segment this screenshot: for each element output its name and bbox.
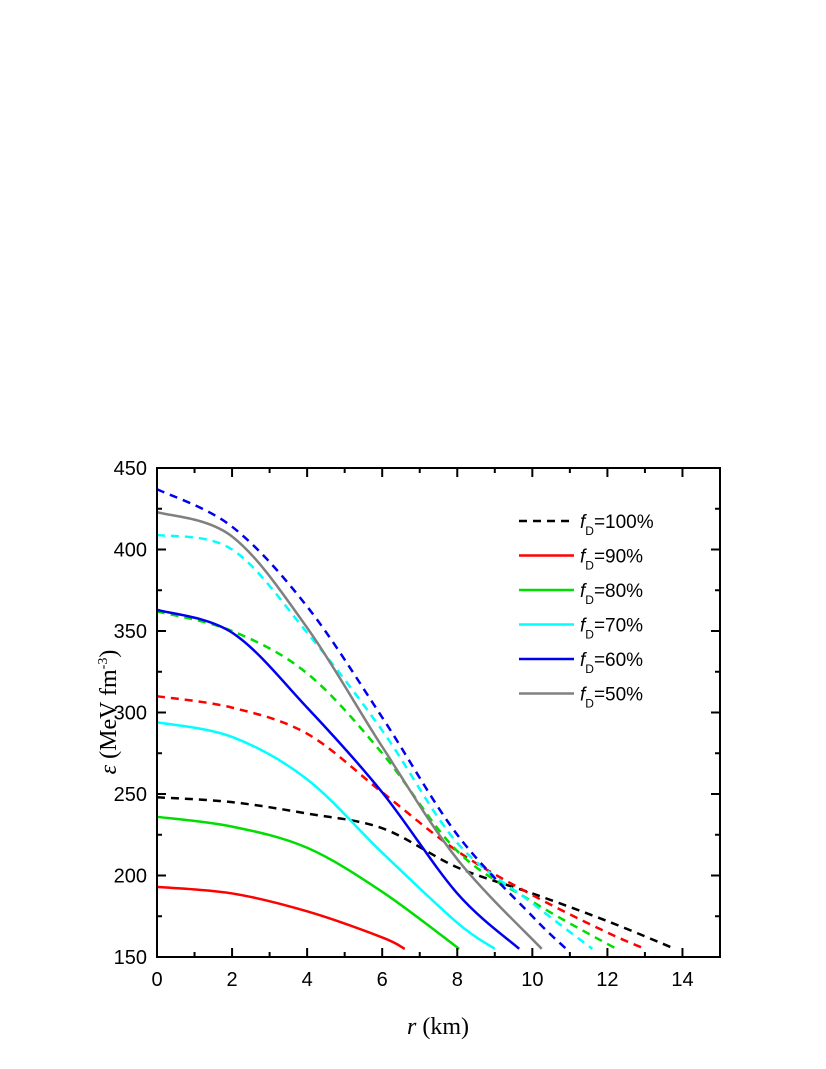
x-tick-label: 12 [596, 969, 618, 991]
y-tick-label: 200 [114, 866, 147, 888]
y-tick-label: 300 [114, 703, 147, 725]
legend-label: fD=50% [580, 685, 643, 711]
series-line-8 [156, 608, 521, 950]
x-tick-label: 8 [452, 969, 463, 991]
x-tick-label: 6 [377, 969, 388, 991]
x-tick-label: 14 [671, 969, 693, 991]
series-line-7 [156, 721, 496, 950]
y-tick-label: 150 [114, 947, 147, 969]
legend-label: fD=70% [580, 616, 643, 642]
series-line-4 [156, 488, 567, 950]
series-line-5 [156, 885, 406, 950]
x-axis-label: r (km) [407, 1014, 469, 1040]
x-tick-label: 4 [302, 969, 313, 991]
series-line-3 [156, 533, 594, 950]
series-line-9 [156, 510, 543, 950]
x-tick-label: 10 [521, 969, 543, 991]
legend-label: fD=90% [580, 547, 643, 573]
y-tick-label: 450 [114, 458, 147, 480]
legend-label: fD=100% [580, 512, 654, 538]
y-axis-label: ε (MeV fm-3) [96, 650, 122, 775]
series-line-6 [156, 815, 460, 950]
series-line-1 [156, 694, 646, 950]
legend-label: fD=60% [580, 650, 643, 676]
x-tick-label: 0 [151, 969, 162, 991]
y-tick-label: 250 [114, 784, 147, 806]
plot-frame [156, 467, 721, 958]
y-tick-label: 400 [114, 540, 147, 562]
curves [156, 488, 676, 951]
legend: fD=100% fD=90% fD=80% fD=70% fD=60% fD=50% [519, 512, 654, 711]
x-tick-label: 2 [227, 969, 238, 991]
series-line-0 [156, 796, 676, 951]
ticks: 0 2 4 6 8 10 12 14 150 200 250 300 350 400 450 [114, 458, 721, 991]
y-tick-label: 350 [114, 621, 147, 643]
legend-label: fD=80% [580, 581, 643, 607]
